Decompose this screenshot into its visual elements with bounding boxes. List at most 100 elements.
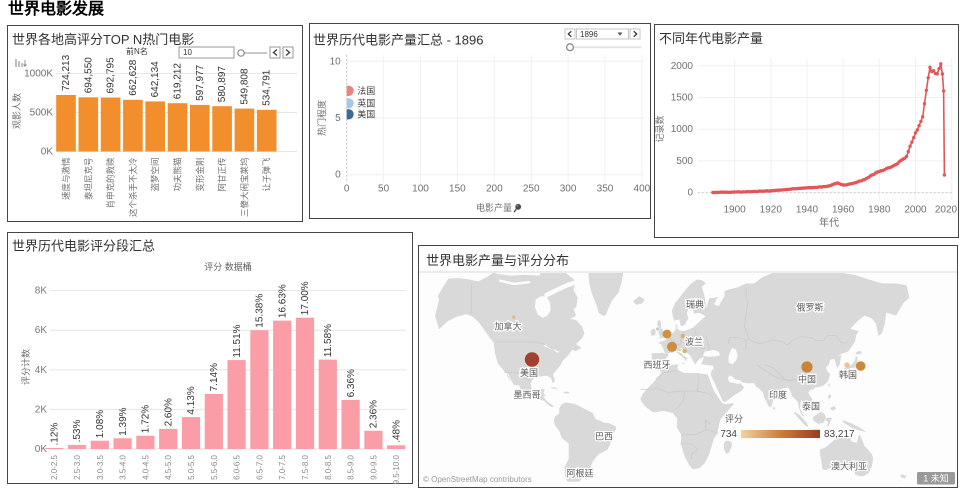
- svg-text:7.0-7.5: 7.0-7.5: [278, 454, 287, 479]
- svg-text:500K: 500K: [30, 108, 54, 119]
- svg-text:加拿大: 加拿大: [494, 321, 521, 332]
- svg-text:8K: 8K: [35, 286, 48, 297]
- svg-text:墨西哥: 墨西哥: [513, 390, 540, 400]
- svg-text:9.5-10.0: 9.5-10.0: [392, 454, 401, 484]
- svg-text:500: 500: [676, 156, 693, 167]
- svg-text:10: 10: [330, 56, 342, 67]
- svg-text:泰坦尼克号: 泰坦尼克号: [83, 158, 93, 201]
- svg-text:7.5-8.0: 7.5-8.0: [301, 454, 310, 479]
- svg-text:2.0-2.5: 2.0-2.5: [50, 454, 59, 479]
- svg-text:1.08%: 1.08%: [95, 410, 106, 438]
- svg-text:西班牙: 西班牙: [643, 359, 670, 370]
- svg-text:100: 100: [412, 184, 429, 195]
- svg-text:400: 400: [634, 184, 651, 195]
- svg-text:2.60%: 2.60%: [163, 398, 174, 426]
- svg-text:英国: 英国: [357, 97, 375, 108]
- svg-text:724,213: 724,213: [61, 54, 72, 91]
- svg-text:3.5-4.0: 3.5-4.0: [119, 454, 128, 479]
- svg-text:16.63%: 16.63%: [277, 284, 288, 318]
- svg-text:三傻大闹宝莱坞: 三傻大闹宝莱坞: [239, 158, 249, 218]
- svg-text:1940: 1940: [796, 205, 819, 216]
- svg-text:9.0-9.5: 9.0-9.5: [369, 454, 378, 479]
- svg-text:1 未知: 1 未知: [923, 473, 949, 484]
- svg-text:1500: 1500: [671, 93, 694, 104]
- svg-text:评分: 评分: [725, 414, 743, 424]
- svg-text:5.0-5.5: 5.0-5.5: [187, 454, 196, 479]
- svg-text:11.58%: 11.58%: [323, 324, 334, 357]
- svg-text:0: 0: [344, 184, 350, 195]
- svg-text:4.0-4.5: 4.0-4.5: [141, 454, 150, 479]
- svg-text:1980: 1980: [868, 205, 891, 216]
- svg-text:肖申克的救赎: 肖申克的救赎: [106, 157, 116, 209]
- svg-text:2.5-3.0: 2.5-3.0: [73, 454, 82, 479]
- svg-text:2000: 2000: [671, 61, 694, 72]
- svg-text:澳大利亚: 澳大利亚: [831, 461, 867, 472]
- svg-text:世界历代电影评分段汇总: 世界历代电影评分段汇总: [12, 239, 155, 254]
- svg-text:17.00%: 17.00%: [300, 281, 311, 315]
- svg-text:0: 0: [687, 188, 693, 199]
- svg-text:年代: 年代: [819, 216, 839, 229]
- svg-text:15.38%: 15.38%: [255, 294, 266, 328]
- svg-text:2000: 2000: [904, 205, 927, 216]
- svg-text:不同年代电影产量: 不同年代电影产量: [659, 31, 763, 46]
- svg-text:5.5-6.0: 5.5-6.0: [210, 454, 219, 479]
- svg-text:1000K: 1000K: [24, 69, 53, 80]
- svg-text:2.36%: 2.36%: [369, 400, 380, 428]
- svg-text:1896: 1896: [580, 30, 598, 39]
- svg-text:734: 734: [720, 429, 737, 440]
- svg-text:美国: 美国: [520, 367, 538, 378]
- svg-text:642,134: 642,134: [150, 61, 161, 98]
- svg-text:2020: 2020: [935, 205, 958, 216]
- svg-text:电影产量: 电影产量: [476, 202, 512, 213]
- svg-text:0K: 0K: [35, 444, 48, 455]
- svg-text:盗梦空间: 盗梦空间: [150, 158, 160, 192]
- svg-text:变形金刚: 变形金刚: [195, 158, 205, 192]
- svg-text:4.13%: 4.13%: [186, 386, 197, 414]
- svg-text:0K: 0K: [41, 147, 54, 158]
- svg-text:4.5-5.0: 4.5-5.0: [164, 454, 173, 479]
- svg-text:波兰: 波兰: [685, 336, 703, 347]
- svg-text:.48%: .48%: [391, 420, 402, 443]
- svg-text:8.5-9.0: 8.5-9.0: [347, 454, 356, 479]
- svg-text:评分 数据桶: 评分 数据桶: [204, 261, 252, 272]
- svg-text:662,628: 662,628: [128, 59, 139, 96]
- svg-text:阿甘正传: 阿甘正传: [217, 157, 227, 192]
- svg-text:5: 5: [335, 113, 341, 124]
- svg-text:300: 300: [560, 184, 577, 195]
- svg-text:580,897: 580,897: [217, 66, 228, 103]
- svg-text:1900: 1900: [723, 205, 746, 216]
- svg-text:7.14%: 7.14%: [209, 363, 220, 391]
- svg-text:前N名: 前N名: [126, 46, 148, 56]
- svg-text:619,212: 619,212: [173, 63, 184, 100]
- svg-text:8.0-8.5: 8.0-8.5: [324, 454, 333, 479]
- svg-text:6.0-6.5: 6.0-6.5: [233, 454, 242, 479]
- svg-text:法国: 法国: [357, 85, 375, 96]
- svg-text:评分计数: 评分计数: [20, 349, 31, 385]
- svg-text:11.51%: 11.51%: [232, 324, 243, 357]
- svg-text:世界历代电影产量汇总 - 1896: 世界历代电影产量汇总 - 1896: [313, 33, 483, 48]
- svg-text:世界电影产量与评分分布: 世界电影产量与评分分布: [426, 253, 569, 268]
- svg-text:中国: 中国: [798, 374, 816, 385]
- svg-text:.53%: .53%: [72, 419, 83, 442]
- svg-text:549,808: 549,808: [239, 68, 250, 105]
- svg-text:速度与激情: 速度与激情: [61, 157, 71, 200]
- svg-text:瑞典: 瑞典: [686, 299, 704, 310]
- svg-text:597,977: 597,977: [195, 64, 206, 101]
- svg-text:694,550: 694,550: [83, 57, 94, 94]
- svg-text:印度: 印度: [769, 389, 787, 400]
- svg-text:250: 250: [523, 184, 540, 195]
- svg-text:534,791: 534,791: [262, 69, 273, 106]
- svg-text:© OpenStreetMap contributors: © OpenStreetMap contributors: [423, 475, 532, 484]
- svg-text:83,217: 83,217: [824, 429, 855, 440]
- svg-text:美国: 美国: [357, 108, 375, 119]
- svg-text:俄罗斯: 俄罗斯: [796, 302, 823, 313]
- svg-text:692,795: 692,795: [106, 57, 117, 94]
- svg-text:观影人数: 观影人数: [11, 93, 22, 129]
- svg-text:记录数: 记录数: [654, 115, 665, 142]
- svg-text:6.36%: 6.36%: [346, 369, 357, 397]
- svg-text:6.5-7.0: 6.5-7.0: [255, 454, 264, 479]
- svg-text:1.39%: 1.39%: [118, 407, 129, 435]
- svg-text:50: 50: [378, 184, 390, 195]
- svg-text:这个杀手不太冷: 这个杀手不太冷: [128, 157, 138, 217]
- svg-text:4K: 4K: [35, 365, 48, 376]
